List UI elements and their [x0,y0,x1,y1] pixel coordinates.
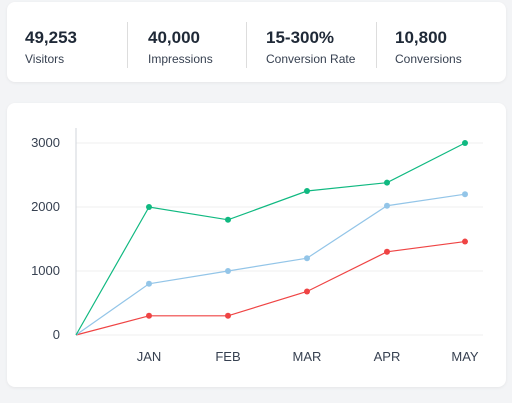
stat-value: 49,253 [25,28,77,47]
data-point [304,188,310,194]
data-point [146,280,152,287]
data-point [304,255,310,262]
data-point [304,288,310,295]
stat-divider [246,22,247,68]
series-line-0 [75,142,466,336]
y-tick-label: 2000 [31,199,60,214]
stat-label: Conversion Rate [266,52,356,66]
stat-label: Visitors [25,52,65,66]
data-point [146,204,152,210]
stat-label: Conversions [395,52,462,66]
stat-divider [127,22,128,68]
y-tick-label: 1000 [31,263,60,278]
data-point [225,312,231,319]
x-tick-label: JAN [137,349,162,364]
series-line-1 [75,193,466,336]
chart-card: 0 1000 2000 3000 JAN FEB MAR APR MAY [7,103,506,387]
series-line-2 [75,240,466,336]
stats-card: 49,253 Visitors 40,000 Impressions 15-30… [7,2,506,82]
x-tick-label: APR [374,349,401,364]
x-tick-label: FEB [215,349,240,364]
data-point [384,202,390,209]
stat-value: 40,000 [148,28,200,47]
stat-value: 10,800 [395,28,447,47]
data-point [462,140,468,146]
x-tick-label: MAR [293,349,322,364]
y-tick-label: 0 [53,327,60,342]
y-tick-label: 3000 [31,135,60,150]
data-point [462,238,468,245]
data-point [384,179,390,186]
x-tick-label: MAY [451,349,479,364]
stat-label: Impressions [148,52,213,66]
stat-divider [376,22,377,68]
data-point [146,312,152,319]
data-point [462,191,468,198]
data-point [384,248,390,255]
stat-value: 15-300% [266,28,335,47]
line-chart: 0 1000 2000 3000 JAN FEB MAR APR MAY [31,128,483,364]
data-point [225,268,231,274]
data-point [225,216,231,223]
